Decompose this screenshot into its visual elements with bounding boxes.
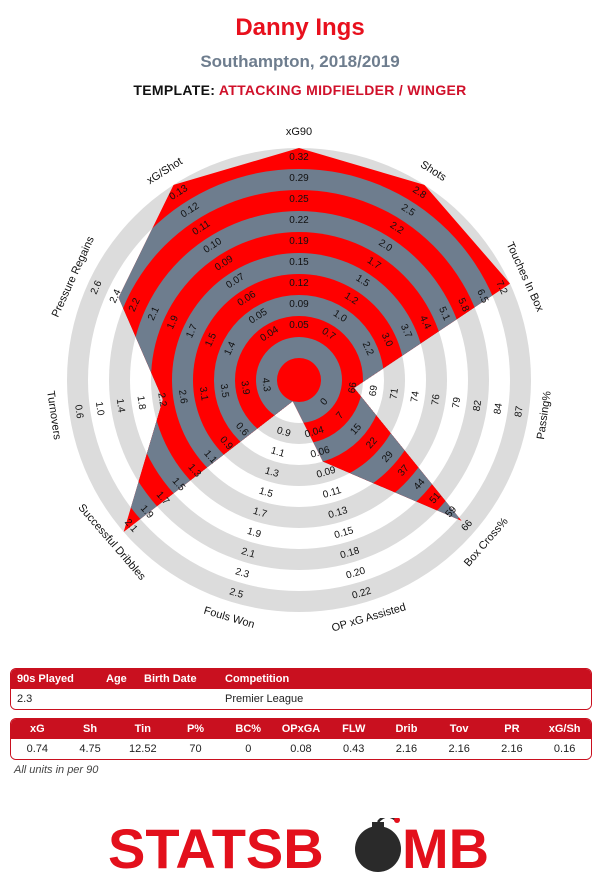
- tick-label: 0.12: [289, 278, 309, 289]
- stats-value-opxga: 0.08: [275, 743, 328, 755]
- header-age: Age: [106, 673, 127, 685]
- stats-value-flw: 0.43: [327, 743, 380, 755]
- stats-value-sh: 4.75: [64, 743, 117, 755]
- tick-label: 69: [368, 384, 381, 397]
- center-dot: [277, 358, 321, 402]
- header-competition: Competition: [225, 673, 289, 685]
- stats-value-pr: 2.16: [486, 743, 539, 755]
- template-value: ATTACKING MIDFIELDER / WINGER: [219, 82, 467, 98]
- team-season-subtitle: Southampton, 2018/2019: [0, 52, 600, 72]
- stats-value-bc-: 0: [222, 743, 275, 755]
- tick-label: 2.6: [176, 389, 189, 405]
- statsbomb-logo-svg: STATSB MB: [0, 818, 600, 878]
- tick-label: 0.25: [289, 194, 309, 205]
- header-birth-date: Birth Date: [144, 673, 197, 685]
- stats-header-opxga: OPxGA: [275, 723, 328, 735]
- tick-label: 4.3: [259, 377, 272, 393]
- player-info-row: 2.3 Premier League: [11, 689, 591, 709]
- tick-label: 2.2: [155, 392, 168, 408]
- stats-header-pr: PR: [486, 723, 539, 735]
- stats-header-xg-sh: xG/Sh: [538, 723, 591, 735]
- tick-label: 74: [409, 390, 422, 403]
- player-info-table: 90s Played Age Birth Date Competition 2.…: [10, 668, 592, 710]
- tick-label: 76: [430, 393, 443, 406]
- stats-header-tov: Tov: [433, 723, 486, 735]
- tick-label: 1.4: [114, 398, 127, 414]
- template-line: TEMPLATE: ATTACKING MIDFIELDER / WINGER: [0, 82, 600, 98]
- tick-label: 0.15: [289, 257, 309, 268]
- header-90s-played: 90s Played: [17, 673, 74, 685]
- tick-label: 0.19: [289, 236, 309, 247]
- logo-text-right: MB: [402, 818, 489, 878]
- axis-label-passing-: Passing%: [535, 390, 554, 440]
- axis-label-xg90: xG90: [286, 126, 312, 138]
- stats-header-drib: Drib: [380, 723, 433, 735]
- stats-header-xg: xG: [11, 723, 64, 735]
- stats-header-tin: Tin: [116, 723, 169, 735]
- units-footnote: All units in per 90: [14, 764, 98, 776]
- template-label: TEMPLATE:: [133, 82, 215, 98]
- stats-value-tin: 12.52: [116, 743, 169, 755]
- tick-label: 1.8: [135, 395, 148, 411]
- radar-chart: 0.05 0.09 0.12 0.15 0.19 0.22 0.25 0.29 0.32 xG90…: [0, 108, 600, 648]
- tick-label: 79: [451, 396, 464, 409]
- tick-label: 3.5: [218, 383, 231, 399]
- tick-label: 3.9: [238, 380, 251, 396]
- stats-value-tov: 2.16: [433, 743, 486, 755]
- stats-value-drib: 2.16: [380, 743, 433, 755]
- tick-label: 82: [472, 399, 485, 412]
- statsbomb-logo: STATSB MB: [0, 818, 600, 878]
- tick-label: 0.05: [289, 320, 309, 331]
- tick-label: 87: [513, 405, 526, 418]
- player-name: Danny Ings: [0, 14, 600, 42]
- stats-header-bc-: BC%: [222, 723, 275, 735]
- value-90s-played: 2.3: [17, 693, 32, 705]
- bomb-icon: [355, 818, 401, 872]
- tick-label: 71: [388, 387, 401, 400]
- axis-label-shots: Shots: [418, 159, 449, 185]
- stats-value-xg-sh: 0.16: [538, 743, 591, 755]
- axis-label-fouls-won: Fouls Won: [202, 605, 256, 631]
- tick-label: 0.22: [289, 215, 309, 226]
- tick-label: 1.0: [93, 401, 106, 417]
- axis-label-turnovers: Turnovers: [44, 390, 63, 441]
- tick-label: 0.29: [289, 173, 309, 184]
- tick-label: 3.1: [197, 386, 210, 402]
- tick-label: 0.32: [289, 152, 309, 163]
- stats-value-xg: 0.74: [11, 743, 64, 755]
- stats-header-p-: P%: [169, 723, 222, 735]
- tick-label: 84: [492, 402, 505, 415]
- stats-header-sh: Sh: [64, 723, 117, 735]
- player-info-header: 90s Played Age Birth Date Competition: [11, 669, 591, 689]
- stats-header-flw: FLW: [327, 723, 380, 735]
- stats-value-p-: 70: [169, 743, 222, 755]
- tick-label: 66: [347, 381, 360, 394]
- logo-text-left: STATSB: [108, 818, 324, 878]
- tick-label: 0.6: [72, 404, 85, 420]
- tick-label: 0.09: [289, 299, 309, 310]
- value-competition: Premier League: [225, 693, 303, 705]
